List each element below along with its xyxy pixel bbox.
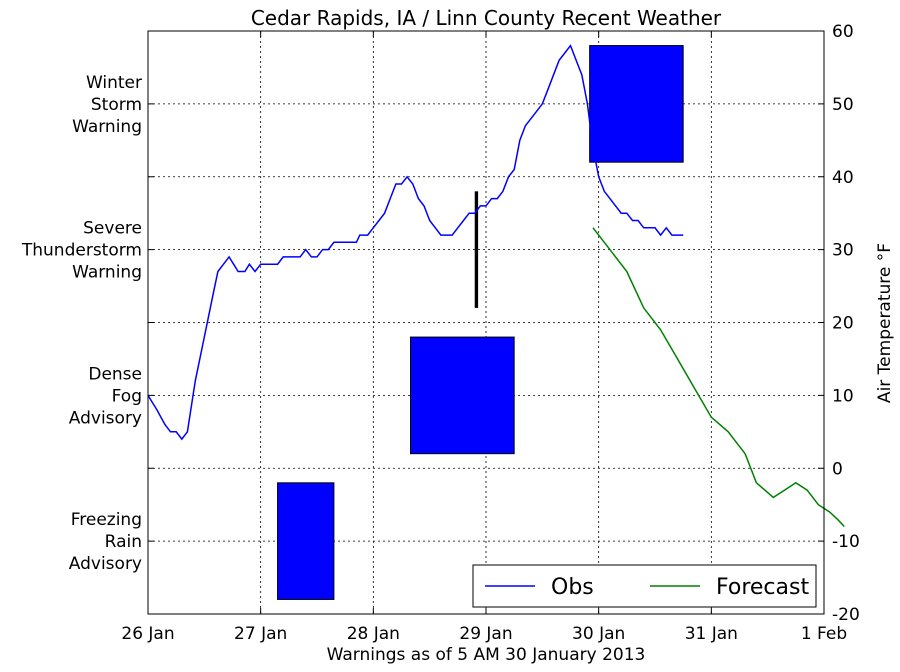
warning-category-label: Severe Thunderstorm Warning xyxy=(21,219,142,283)
y-tick-label: 60 xyxy=(832,22,854,42)
warning-category-label: Winter Storm Warning xyxy=(72,73,142,137)
plot-frame xyxy=(147,30,825,615)
warning-category-label: Freezing Rain Advisory xyxy=(69,510,142,574)
y-tick-label: 30 xyxy=(832,241,854,261)
warning-bar-winter-storm-warning xyxy=(589,45,684,163)
legend-label-obs: Obs xyxy=(551,575,594,600)
warning-bar-severe-thunderstorm-warning xyxy=(474,191,479,308)
y-axis-label: Air Temperature °F xyxy=(875,243,895,403)
y-tick-label: 0 xyxy=(832,459,843,479)
warning-category-label: Dense Fog Advisory xyxy=(69,364,142,428)
y-tick-label: 10 xyxy=(832,386,854,406)
x-tick-label: 27 Jan xyxy=(234,624,287,644)
y-tick-label: 20 xyxy=(832,314,854,334)
x-tick-label: 26 Jan xyxy=(121,624,174,644)
y-tick-label: -10 xyxy=(832,532,860,552)
series-line-forecast xyxy=(592,227,845,528)
x-axis-label: Warnings as of 5 AM 30 January 2013 xyxy=(327,645,646,665)
plot-area: 26 Jan 27 Jan 28 Jan 29 Jan 30 Jan 31 Jan 1 Fe… xyxy=(21,22,860,644)
x-tick-label: 31 Jan xyxy=(685,624,738,644)
y-tick-label: 50 xyxy=(832,95,854,115)
warning-bar-freezing-rain-advisory xyxy=(277,482,335,600)
y-tick-label: 40 xyxy=(832,168,854,188)
y-tick-label: -20 xyxy=(832,605,860,625)
x-tick-label: 28 Jan xyxy=(347,624,400,644)
legend-label-forecast: Forecast xyxy=(716,575,809,600)
series-line-obs xyxy=(147,44,684,441)
x-tick-label: 30 Jan xyxy=(572,624,625,644)
chart-title: Cedar Rapids, IA / Linn County Recent We… xyxy=(251,6,722,30)
x-tick-label: 29 Jan xyxy=(459,624,512,644)
warning-bar-dense-fog-advisory xyxy=(410,336,515,455)
x-tick-label: 1 Feb xyxy=(801,624,847,644)
